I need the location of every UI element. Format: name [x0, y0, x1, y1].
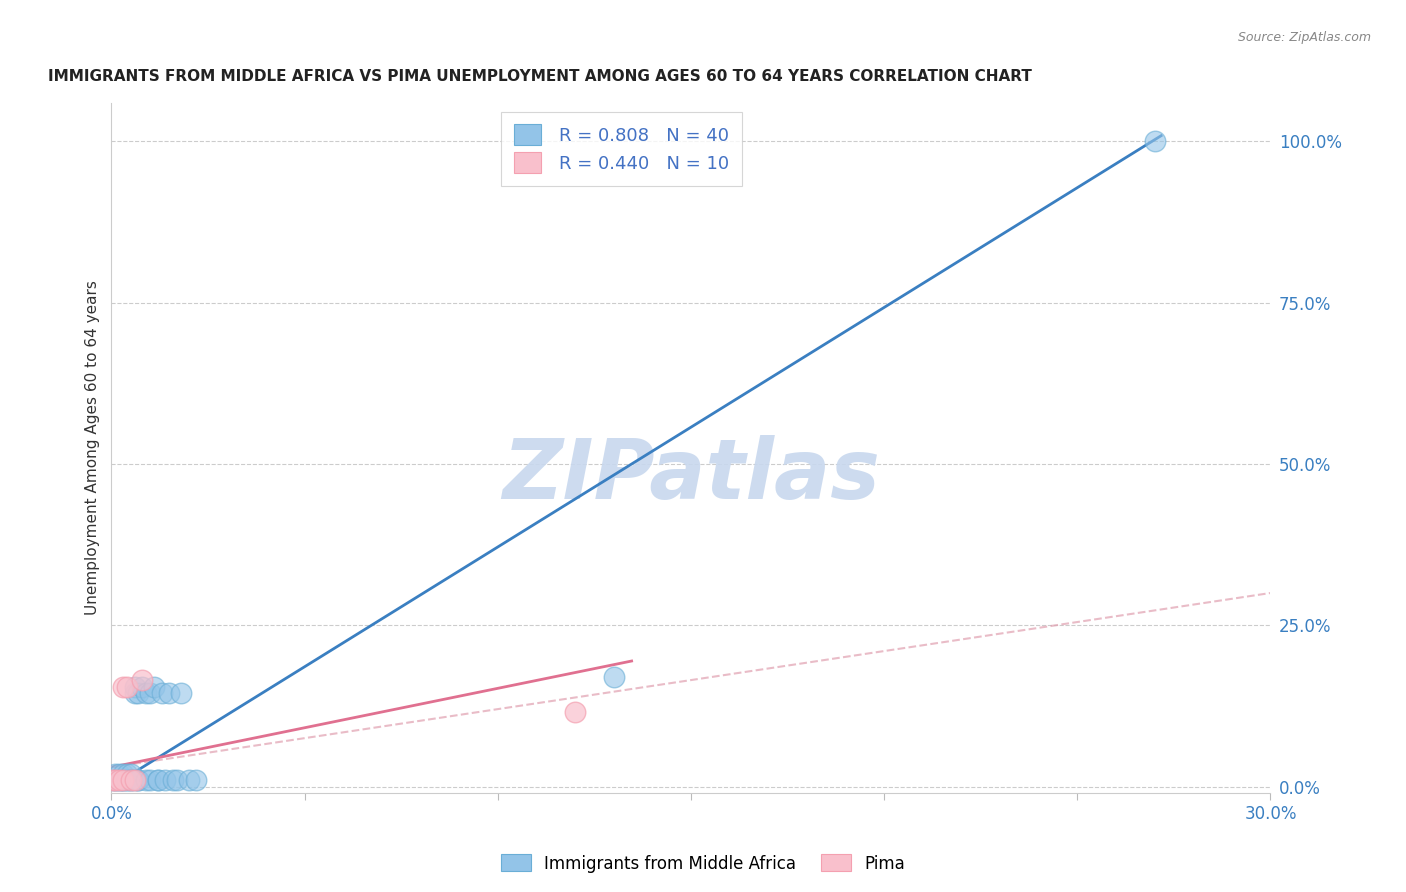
Legend: R = 0.808   N = 40, R = 0.440   N = 10: R = 0.808 N = 40, R = 0.440 N = 10: [501, 112, 741, 186]
Point: [1143, 135, 1166, 149]
Point: [127, 686, 149, 700]
Point: [150, 686, 173, 700]
Point: [131, 673, 153, 687]
Point: [139, 773, 162, 788]
Point: [115, 680, 138, 694]
Point: [104, 773, 127, 788]
Point: [111, 773, 134, 788]
Point: [105, 773, 128, 788]
Point: [177, 773, 200, 788]
Text: ZIPatlas: ZIPatlas: [502, 435, 880, 516]
Point: [146, 773, 169, 788]
Point: [124, 686, 146, 700]
Point: [162, 773, 184, 788]
Point: [120, 766, 142, 780]
Point: [120, 773, 142, 788]
Point: [108, 766, 131, 780]
Point: [124, 680, 146, 694]
Point: [127, 773, 149, 788]
Text: Source: ZipAtlas.com: Source: ZipAtlas.com: [1237, 31, 1371, 45]
Point: [124, 773, 146, 788]
Point: [131, 680, 153, 694]
Point: [127, 773, 149, 788]
Point: [166, 773, 188, 788]
Point: [142, 680, 165, 694]
Point: [602, 670, 624, 684]
Point: [146, 773, 169, 788]
Point: [120, 773, 142, 788]
Point: [135, 686, 157, 700]
Point: [170, 686, 193, 700]
Text: IMMIGRANTS FROM MIDDLE AFRICA VS PIMA UNEMPLOYMENT AMONG AGES 60 TO 64 YEARS COR: IMMIGRANTS FROM MIDDLE AFRICA VS PIMA UN…: [48, 69, 1032, 84]
Point: [157, 686, 180, 700]
Point: [115, 773, 138, 788]
Point: [564, 706, 586, 720]
Point: [115, 773, 138, 788]
Legend: Immigrants from Middle Africa, Pima: Immigrants from Middle Africa, Pima: [494, 847, 912, 880]
Point: [155, 773, 177, 788]
Point: [104, 766, 127, 780]
Point: [115, 766, 138, 780]
Point: [135, 773, 157, 788]
Point: [111, 773, 134, 788]
Point: [186, 773, 208, 788]
Point: [111, 773, 134, 788]
Point: [103, 773, 125, 788]
Point: [108, 773, 131, 788]
Y-axis label: Unemployment Among Ages 60 to 64 years: Unemployment Among Ages 60 to 64 years: [86, 280, 100, 615]
Point: [103, 773, 125, 788]
Point: [108, 773, 131, 788]
Point: [124, 773, 146, 788]
Point: [120, 773, 142, 788]
Point: [111, 680, 134, 694]
Point: [110, 773, 132, 788]
Point: [139, 686, 162, 700]
Point: [104, 773, 127, 788]
Point: [111, 766, 134, 780]
